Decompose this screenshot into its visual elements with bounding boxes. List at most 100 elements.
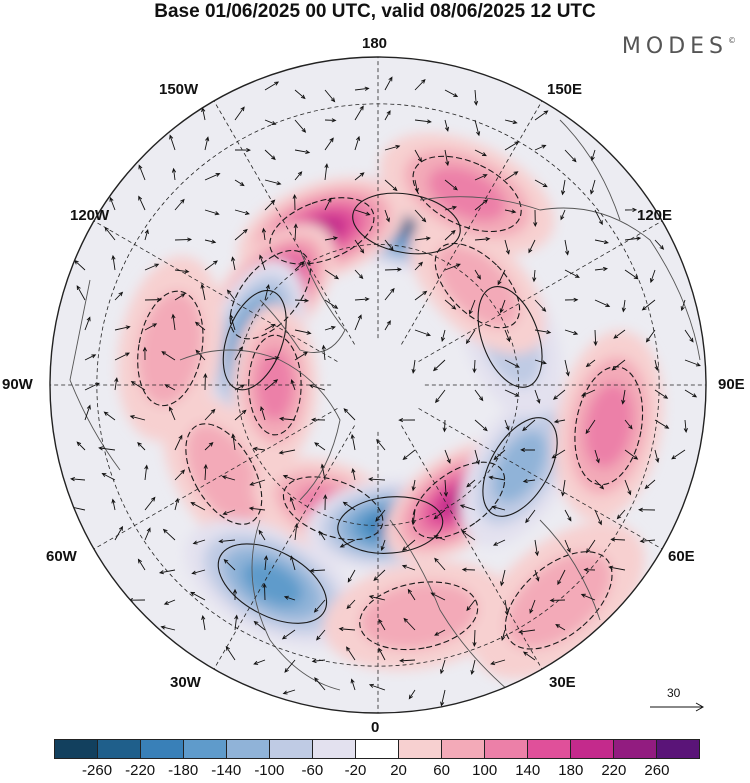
colorbar-tick-label: 220 [601, 762, 627, 779]
wind-arrow [522, 419, 536, 432]
wind-arrow [638, 507, 656, 512]
wind-arrow [204, 209, 220, 216]
wind-arrow [499, 299, 506, 314]
wind-arrow [474, 174, 488, 181]
wind-arrow [229, 313, 236, 331]
lon-label-150e: 150E [547, 81, 583, 98]
wind-arrow [594, 299, 611, 307]
wind-arrow [204, 408, 216, 421]
wind-arrow [248, 506, 266, 511]
wind-arrow [564, 297, 579, 302]
wind-arrow [311, 658, 326, 664]
wind-arrow [594, 449, 600, 464]
wind-arrow [114, 525, 124, 541]
wind-arrow [403, 617, 416, 631]
wind-arrow [323, 494, 328, 511]
wind-arrow [278, 449, 296, 455]
colorbar-swatch [614, 740, 657, 758]
wind-arrow [262, 582, 267, 601]
wind-arrow [109, 196, 116, 211]
wind-arrow [103, 411, 116, 421]
wind-arrow [294, 329, 312, 335]
wind-arrow [284, 659, 296, 673]
wind-arrow [435, 389, 446, 404]
wind-arrow [84, 404, 91, 421]
meridian-line [418, 408, 663, 550]
lon-label-60w: 60W [46, 548, 77, 565]
wind-arrow [249, 479, 266, 486]
anomaly-contour [434, 242, 521, 329]
colorbar-swatch [184, 740, 227, 758]
colorbar-tick-label: -60 [301, 762, 324, 779]
wind-arrow [474, 419, 488, 432]
wind-arrow [174, 469, 186, 481]
colorbar-swatch [270, 740, 313, 758]
wind-arrow [522, 651, 536, 661]
wind-arrow [624, 236, 642, 241]
wind-arrow [342, 501, 356, 511]
wind-arrow [474, 119, 481, 137]
wind-arrow [555, 624, 566, 631]
wind-arrow [671, 449, 686, 460]
anomaly-contour [412, 461, 506, 539]
colorbar-swatch [98, 740, 141, 758]
wind-arrow [680, 299, 686, 312]
wind-arrow [399, 658, 416, 663]
wind-arrow [402, 449, 416, 460]
wind-arrow [580, 593, 596, 601]
wind-arrow [624, 207, 638, 212]
wind-arrow [384, 179, 398, 192]
wind-arrow [204, 260, 218, 271]
colorbar-tick-label: -260 [82, 762, 113, 779]
wind-arrow [252, 446, 266, 452]
wind-arrow [368, 477, 386, 482]
wind-arrow [649, 269, 656, 284]
meridian-line [213, 100, 355, 345]
wind-arrow [279, 416, 296, 421]
wind-arrow [226, 289, 236, 301]
wind-arrow [532, 269, 537, 283]
wind-arrow [200, 283, 206, 301]
wind-arrow [218, 539, 236, 544]
wind-arrow [585, 419, 596, 435]
wind-arrow [564, 359, 570, 377]
wind-arrow [98, 446, 116, 451]
wind-arrow [654, 239, 665, 250]
wind-arrow [444, 263, 461, 271]
map-title: Base 01/06/2025 00 UTC, valid 08/06/2025… [154, 1, 596, 22]
colorbar-tick-label: 100 [472, 762, 498, 779]
coastline-segment [259, 249, 346, 353]
wind-arrow [373, 569, 386, 582]
wind-arrow [282, 474, 296, 481]
wind-arrow [111, 254, 116, 271]
wind-arrow [324, 299, 339, 309]
wind-arrow [444, 299, 457, 310]
wind-arrow [440, 329, 446, 342]
wind-arrow [433, 509, 446, 520]
wind-arrow [654, 359, 659, 372]
wind-arrow [264, 149, 276, 161]
wind-arrow [654, 419, 670, 429]
map-boundary [49, 56, 707, 714]
wind-arrow [84, 354, 97, 361]
wind-arrow [621, 389, 626, 405]
wind-arrow [368, 683, 386, 691]
wind-arrow [533, 209, 538, 228]
wind-arrow [585, 359, 596, 368]
wind-arrow [204, 441, 214, 451]
coastline-segment [179, 349, 341, 501]
wind-arrow [324, 269, 340, 280]
meridian-line [401, 100, 543, 345]
wind-arrow [414, 261, 424, 271]
wind-arrow [534, 299, 547, 312]
wind-arrow [347, 569, 356, 583]
anomaly-contour [359, 581, 479, 651]
wind-arrow [466, 479, 476, 488]
wind-arrow [221, 475, 236, 481]
wind-arrow [368, 595, 386, 601]
meridian-line [93, 220, 338, 362]
wind-arrow [407, 588, 416, 601]
wind-arrow [474, 389, 484, 402]
wind-arrow [144, 464, 149, 481]
wind-arrow [339, 539, 356, 548]
